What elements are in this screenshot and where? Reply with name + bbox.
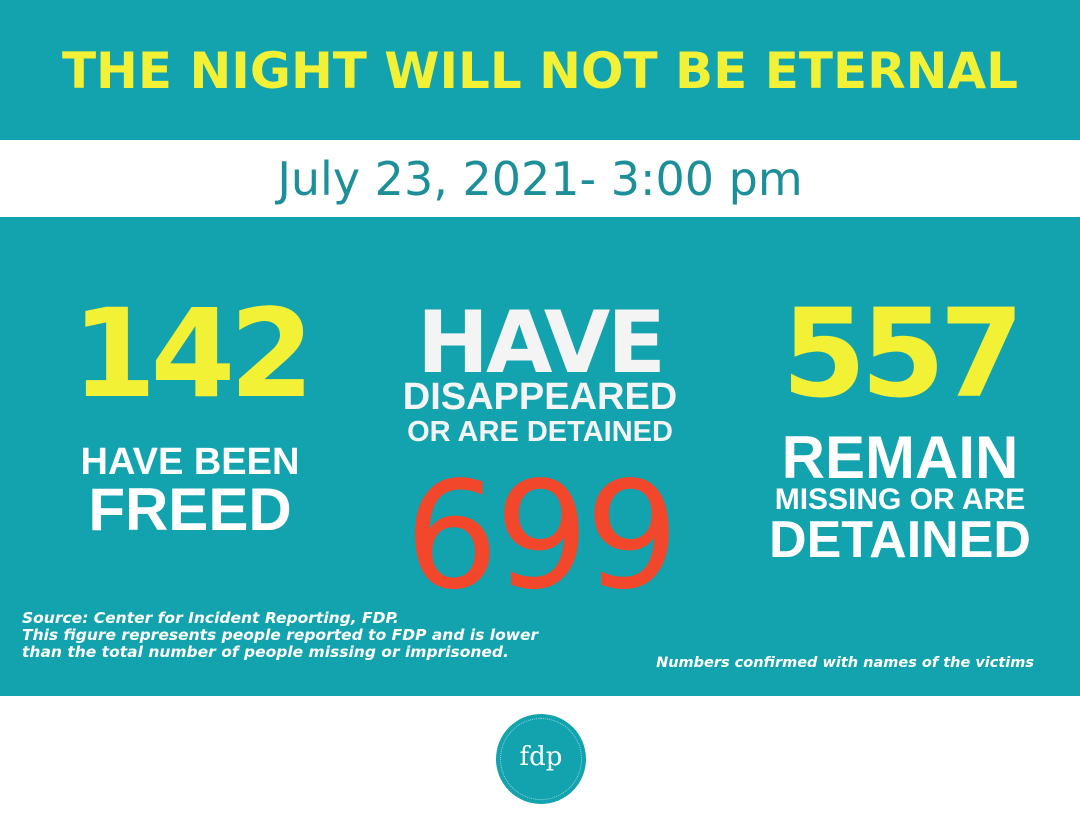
- page-title: THE NIGHT WILL NOT BE ETERNAL: [61, 42, 1019, 100]
- freed-count: 142: [71, 283, 315, 425]
- stats-panel: [0, 217, 1080, 696]
- source-note-line1: Source: Center for Incident Reporting, F…: [22, 609, 399, 627]
- logo-text: fdp: [519, 742, 563, 772]
- disappeared-label-line1: DISAPPEARED: [402, 376, 678, 418]
- disappeared-label-line2: OR ARE DETAINED: [407, 416, 673, 448]
- remaining-label-line2: MISSING OR ARE: [774, 483, 1026, 516]
- freed-label-line1: HAVE BEEN: [80, 441, 300, 483]
- source-note: Source: Center for Incident Reporting, F…: [22, 610, 542, 661]
- disappeared-heading: HAVE: [417, 293, 666, 393]
- freed-label-line2: FREED: [88, 476, 292, 543]
- logo-ring: [500, 718, 582, 800]
- date-banner: [0, 140, 1080, 217]
- date-label: July 23, 2021- 3:00 pm: [277, 152, 803, 206]
- source-note-line3: than the total number of people missing …: [22, 643, 509, 661]
- remaining-label-line1: REMAIN: [781, 424, 1019, 491]
- source-note-line2: This figure represents people reported t…: [22, 626, 539, 644]
- disappeared-count: 699: [404, 450, 680, 622]
- remaining-count: 557: [781, 283, 1025, 425]
- confirmed-note: Numbers confirmed with names of the vict…: [656, 655, 1034, 671]
- fdp-logo: fdp: [496, 714, 586, 804]
- title-banner: [0, 0, 1080, 140]
- remaining-label-line3: DETAINED: [769, 511, 1031, 569]
